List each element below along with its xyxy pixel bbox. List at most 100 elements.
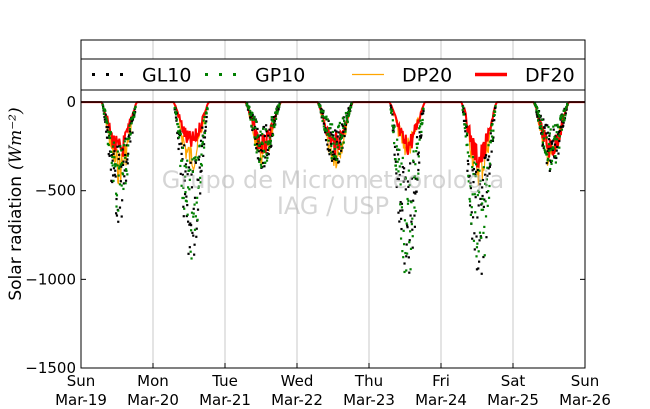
gl10-point	[185, 214, 188, 218]
gl10-point	[265, 130, 268, 133]
gp10-point	[133, 115, 136, 118]
gl10-point	[410, 220, 413, 223]
gp10-point	[336, 142, 339, 145]
gp10-point	[391, 124, 394, 127]
gl10-point	[564, 112, 567, 115]
gp10-point	[184, 190, 187, 194]
gl10-point	[549, 159, 552, 162]
gp10-point	[253, 143, 257, 146]
gp10-point	[202, 119, 205, 122]
gl10-point	[471, 237, 474, 240]
gp10-point	[339, 133, 342, 136]
gp10-point	[258, 157, 262, 160]
gl10-point	[256, 157, 260, 160]
gp10-point	[197, 185, 200, 188]
gl10-point	[415, 190, 418, 193]
y-axis-label-unit: (Wm⁻²)	[6, 107, 26, 170]
gp10-point	[197, 186, 200, 189]
gl10-point	[114, 175, 117, 178]
gp10-point	[338, 152, 341, 155]
gp10-point	[124, 182, 127, 185]
gp10-point	[109, 132, 112, 136]
gl10-point	[471, 169, 474, 172]
gl10-point	[472, 180, 475, 184]
plot-frame	[80, 39, 586, 369]
gp10-point	[322, 125, 325, 128]
gl10-point	[407, 185, 410, 188]
gp10-point	[414, 163, 417, 166]
gp10-point	[260, 165, 263, 168]
gp10-point	[254, 126, 257, 129]
gp10-point	[409, 268, 412, 271]
gl10-point	[551, 148, 554, 152]
gp10-point	[319, 104, 322, 108]
gl10-point	[270, 144, 273, 147]
gl10-point	[401, 209, 404, 212]
gp10-point	[120, 149, 123, 152]
gl10-point	[406, 226, 409, 229]
gp10-point	[563, 119, 566, 122]
gp10-point	[465, 132, 469, 135]
gl10-point	[553, 143, 557, 146]
gp10-point	[202, 146, 206, 149]
gp10-point	[481, 202, 484, 205]
gp10-point	[390, 111, 393, 114]
gp10-point	[121, 173, 125, 176]
gl10-point	[393, 153, 396, 156]
gl10-point	[480, 272, 483, 275]
gp10-point	[270, 116, 273, 119]
gp10-point	[271, 118, 274, 121]
gp10-point	[180, 159, 184, 162]
gp10-point	[475, 255, 478, 258]
y-axis-label: Solar radiation (Wm⁻²)	[6, 107, 26, 300]
gl10-point	[179, 172, 182, 175]
gp10-point	[468, 197, 471, 201]
gl10-point	[125, 144, 128, 147]
gp10-point	[410, 223, 413, 226]
gp10-point	[409, 247, 413, 250]
gl10-point	[184, 163, 188, 166]
gp10-point	[473, 161, 476, 164]
gl10-point	[261, 150, 264, 153]
gp10-point	[398, 165, 401, 168]
gp10-point	[264, 161, 267, 164]
gp10-point	[276, 112, 279, 115]
gl10-point	[484, 156, 487, 159]
gp10-point	[345, 115, 348, 118]
gl10-point	[272, 115, 275, 119]
gl10-point	[481, 194, 484, 198]
gp10-point	[346, 120, 349, 124]
gp10-point	[104, 109, 107, 112]
gp10-point	[350, 106, 353, 109]
gp10-point	[404, 251, 407, 255]
gl10-point	[462, 107, 465, 110]
gp10-point	[265, 153, 268, 156]
gp10-point	[461, 108, 464, 112]
gl10-point	[408, 239, 411, 242]
gp10-point	[414, 210, 417, 213]
gp10-point	[403, 219, 407, 222]
gp10-point	[474, 175, 477, 178]
gp10-point	[397, 170, 400, 173]
gl10-point	[418, 131, 421, 134]
gl10-point	[186, 173, 189, 176]
gp10-point	[534, 104, 537, 107]
gl10-point	[484, 154, 488, 157]
gp10-point	[191, 158, 194, 161]
gl10-point	[199, 139, 203, 142]
gp10-point	[547, 125, 550, 129]
gp10-point	[562, 109, 565, 112]
gp10-point	[484, 182, 487, 185]
gp10-point	[341, 117, 344, 120]
gp10-point	[472, 172, 475, 176]
gp10-point	[188, 178, 191, 181]
gp10-point	[134, 107, 137, 110]
gp10-point	[342, 126, 345, 130]
gp10-point	[177, 136, 181, 139]
gp10-point	[566, 103, 569, 106]
gp10-point	[396, 148, 400, 151]
gl10-point	[193, 253, 196, 256]
gp10-point	[119, 163, 122, 166]
gp10-point	[336, 146, 339, 149]
gp10-point	[270, 124, 273, 127]
